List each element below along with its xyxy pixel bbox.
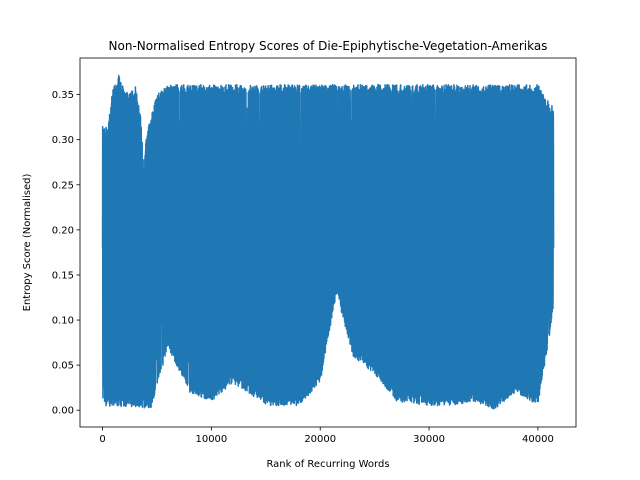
y-axis-label: Entropy Score (Normalised) <box>22 174 33 312</box>
y-tick-label: 0.25 <box>52 180 74 191</box>
y-tick-label: 0.15 <box>52 270 74 281</box>
x-axis: 0 10000 20000 30000 40000 <box>99 427 554 445</box>
series-layer <box>101 74 555 410</box>
chart-title: Non-Normalised Entropy Scores of Die-Epi… <box>109 39 548 53</box>
plot-area <box>79 57 577 428</box>
x-tick-label: 10000 <box>195 434 227 445</box>
x-tick-label: 0 <box>99 434 105 445</box>
x-tick-label: 40000 <box>522 434 554 445</box>
y-tick-label: 0.10 <box>52 316 74 327</box>
y-tick-label: 0.35 <box>52 90 74 101</box>
y-tick-label: 0.05 <box>52 361 74 372</box>
x-tick-label: 30000 <box>413 434 445 445</box>
x-tick-label: 20000 <box>304 434 336 445</box>
x-axis-label: Rank of Recurring Words <box>266 459 389 470</box>
y-axis: 0.00 0.05 0.10 0.15 0.20 0.25 0.30 0.35 <box>52 90 80 417</box>
y-tick-label: 0.00 <box>52 406 74 417</box>
entropy-series-line <box>101 74 555 410</box>
y-tick-label: 0.20 <box>52 225 74 236</box>
y-tick-label: 0.30 <box>52 135 74 146</box>
plot-frame <box>79 57 577 428</box>
